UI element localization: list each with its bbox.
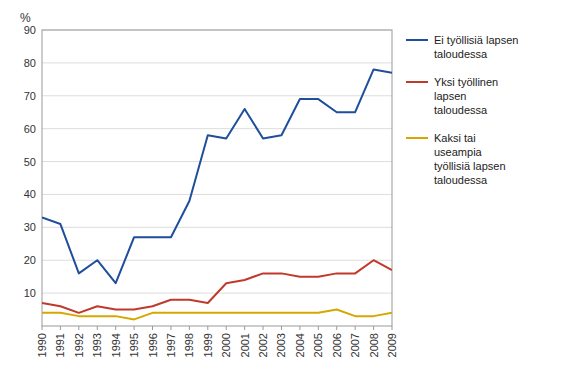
x-tick [152,326,153,330]
series-line [42,260,392,313]
x-tick-label: 1990 [36,333,48,357]
x-tick [42,326,43,330]
legend-swatch [406,137,428,139]
x-tick-label: 1996 [147,333,159,357]
grid-line [42,260,392,261]
x-tick-label: 1998 [183,333,195,357]
y-tick-label: 80 [24,57,36,69]
x-tick [373,326,374,330]
x-tick-label: 2005 [312,333,324,357]
x-tick-label: 1999 [202,333,214,357]
grid-line [42,95,392,96]
legend-swatch [406,81,428,83]
legend-label-line: taloudessa [434,48,488,60]
x-tick [355,326,356,330]
chart: 10 20 30 40 50 60 70 80 90 1990 1991 1992 1993 1994 19… [0,0,565,376]
x-tick [392,326,393,330]
grid-line [42,62,392,63]
x-tick-label: 1994 [110,333,122,357]
legend-label: Yksi työllinen lapsen taloudessa [434,76,498,116]
legend-label-line: useampia [434,146,483,158]
y-tick-label: 20 [24,254,36,266]
legend-label-line: lapsen [434,90,466,102]
y-tick-label: 60 [24,123,36,135]
x-tick [60,326,61,330]
x-tick [78,326,79,330]
x-tick-label: 1992 [73,333,85,357]
plot-frame [42,30,392,326]
x-tick [318,326,319,330]
y-tick-label: 10 [24,287,36,299]
x-tick-label: 2007 [349,333,361,357]
y-axis-label: % [20,11,31,25]
x-tick [336,326,337,330]
x-tick [244,326,245,330]
x-tick-label: 1995 [128,333,140,357]
x-tick [263,326,264,330]
y-tick-label: 50 [24,156,36,168]
x-tick [281,326,282,330]
x-tick-label: 1991 [54,333,66,357]
x-tick [115,326,116,330]
x-tick-label: 2004 [294,333,306,357]
x-tick-label: 2000 [220,333,232,357]
x-tick-label: 2008 [368,333,380,357]
x-tick-label: 2009 [386,333,398,357]
legend-swatch [406,39,428,41]
x-tick [97,326,98,330]
y-tick-label: 30 [24,221,36,233]
legend-label-line: työllisiä lapsen [434,160,506,172]
x-tick-label: 2002 [257,333,269,357]
grid-line [42,161,392,162]
grid-line [42,194,392,195]
legend-label-line: Ei työllisiä lapsen [434,34,518,46]
lines [42,69,392,319]
x-tick [299,326,300,330]
legend-label: Ei työllisiä lapsen taloudessa [434,34,518,60]
legend-label-line: taloudessa [434,174,488,186]
x-tick-label: 2006 [331,333,343,357]
grid-line [42,128,392,129]
x-tick-label: 1997 [165,333,177,357]
y-tick-label: 90 [24,24,36,36]
y-tick-label: 40 [24,188,36,200]
legend-label-line: Yksi työllinen [434,76,498,88]
x-tick [189,326,190,330]
legend-label-line: taloudessa [434,104,488,116]
legend-label-line: Kaksi tai [434,132,476,144]
x-tick-label: 2003 [275,333,287,357]
x-tick [134,326,135,330]
grid-line [42,227,392,228]
x-tick [170,326,171,330]
x-tick-label: 2001 [239,333,251,357]
series-line [42,69,392,283]
y-tick-label: 70 [24,90,36,102]
x-tick-label: 1993 [91,333,103,357]
x-tick [207,326,208,330]
series-line [42,310,392,320]
legend-label: Kaksi tai useampia työllisiä lapsen taloude… [434,132,506,186]
x-tick [226,326,227,330]
